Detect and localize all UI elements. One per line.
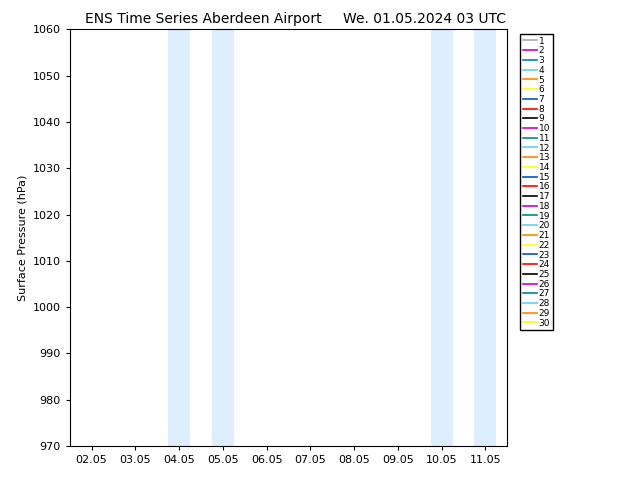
Bar <box>212 29 234 446</box>
Text: ENS Time Series Aberdeen Airport: ENS Time Series Aberdeen Airport <box>84 12 321 26</box>
Bar <box>474 29 496 446</box>
Bar <box>430 29 453 446</box>
Text: We. 01.05.2024 03 UTC: We. 01.05.2024 03 UTC <box>343 12 507 26</box>
Bar <box>168 29 190 446</box>
Y-axis label: Surface Pressure (hPa): Surface Pressure (hPa) <box>17 174 27 301</box>
Legend: 1, 2, 3, 4, 5, 6, 7, 8, 9, 10, 11, 12, 13, 14, 15, 16, 17, 18, 19, 20, 21, 22, 2: 1, 2, 3, 4, 5, 6, 7, 8, 9, 10, 11, 12, 1… <box>521 34 553 330</box>
